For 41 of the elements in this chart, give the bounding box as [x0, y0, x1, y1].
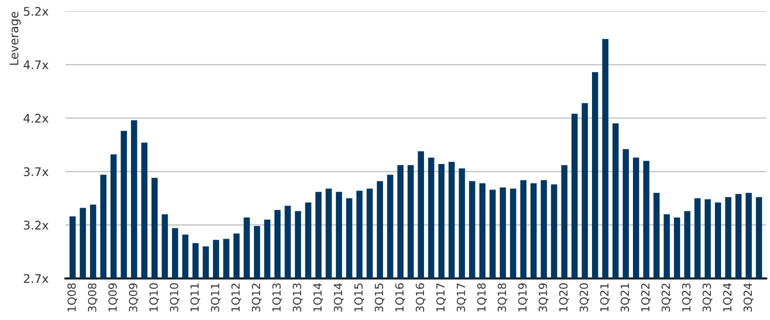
x-tick-label: 1Q22	[641, 284, 651, 312]
y-axis-title: Leverage	[10, 12, 21, 65]
y-tick-label: 3.7x	[24, 167, 48, 176]
x-tick-label: 3Q24	[744, 283, 754, 312]
x-tick-label: 3Q18	[498, 283, 508, 312]
x-tick-label: 3Q10	[170, 283, 180, 312]
y-tick-label: 3.2x	[24, 220, 48, 230]
x-tick-label: 1Q14	[313, 283, 323, 312]
x-tick-label: 1Q10	[149, 283, 160, 312]
x-tick-label: 3Q17	[456, 284, 466, 312]
x-tick-label: 1Q24	[723, 283, 733, 312]
x-tick-label: 3Q21	[620, 284, 630, 312]
x-tick-label: 1Q18	[477, 283, 487, 312]
y-tick-label: 4.7x	[24, 60, 48, 70]
x-tick-label: 3Q08	[88, 283, 98, 312]
y-tick-label: 2.7x	[24, 274, 48, 283]
x-tick-label: 3Q15	[374, 284, 384, 312]
x-tick-label: 1Q21	[600, 284, 610, 312]
x-tick-label: 3Q12	[252, 284, 262, 312]
x-tick-label: 1Q17	[436, 284, 446, 312]
x-tick-label: 1Q12	[231, 284, 242, 312]
x-tick-label: 3Q14	[334, 283, 344, 312]
x-tick-label: 3Q22	[662, 284, 672, 312]
x-tick-label: 3Q13	[292, 283, 302, 312]
y-tick-label: 5.2x	[24, 6, 48, 16]
x-tick-label: 1Q11	[190, 284, 200, 312]
x-tick-label: 1Q15	[354, 284, 364, 312]
x-tick-label: 1Q09	[108, 283, 118, 312]
x-tick-label: 1Q16	[395, 283, 405, 312]
x-tick-label: 3Q19	[538, 283, 548, 312]
y-tick-label: 4.2x	[24, 114, 48, 123]
x-tick-label: 1Q23	[682, 283, 692, 312]
x-tick-label: 3Q16	[416, 283, 426, 312]
x-tick-label: 3Q09	[128, 283, 139, 312]
x-tick-label: 3Q23	[702, 283, 712, 312]
x-tick-label: 1Q08	[67, 283, 78, 312]
x-tick-label: 3Q11	[210, 284, 221, 312]
x-tick-label: 3Q20	[580, 283, 590, 312]
x-tick-label: 1Q19	[518, 283, 528, 312]
x-tick-label: 1Q20	[559, 283, 569, 312]
x-tick-label: 1Q13	[272, 283, 282, 312]
